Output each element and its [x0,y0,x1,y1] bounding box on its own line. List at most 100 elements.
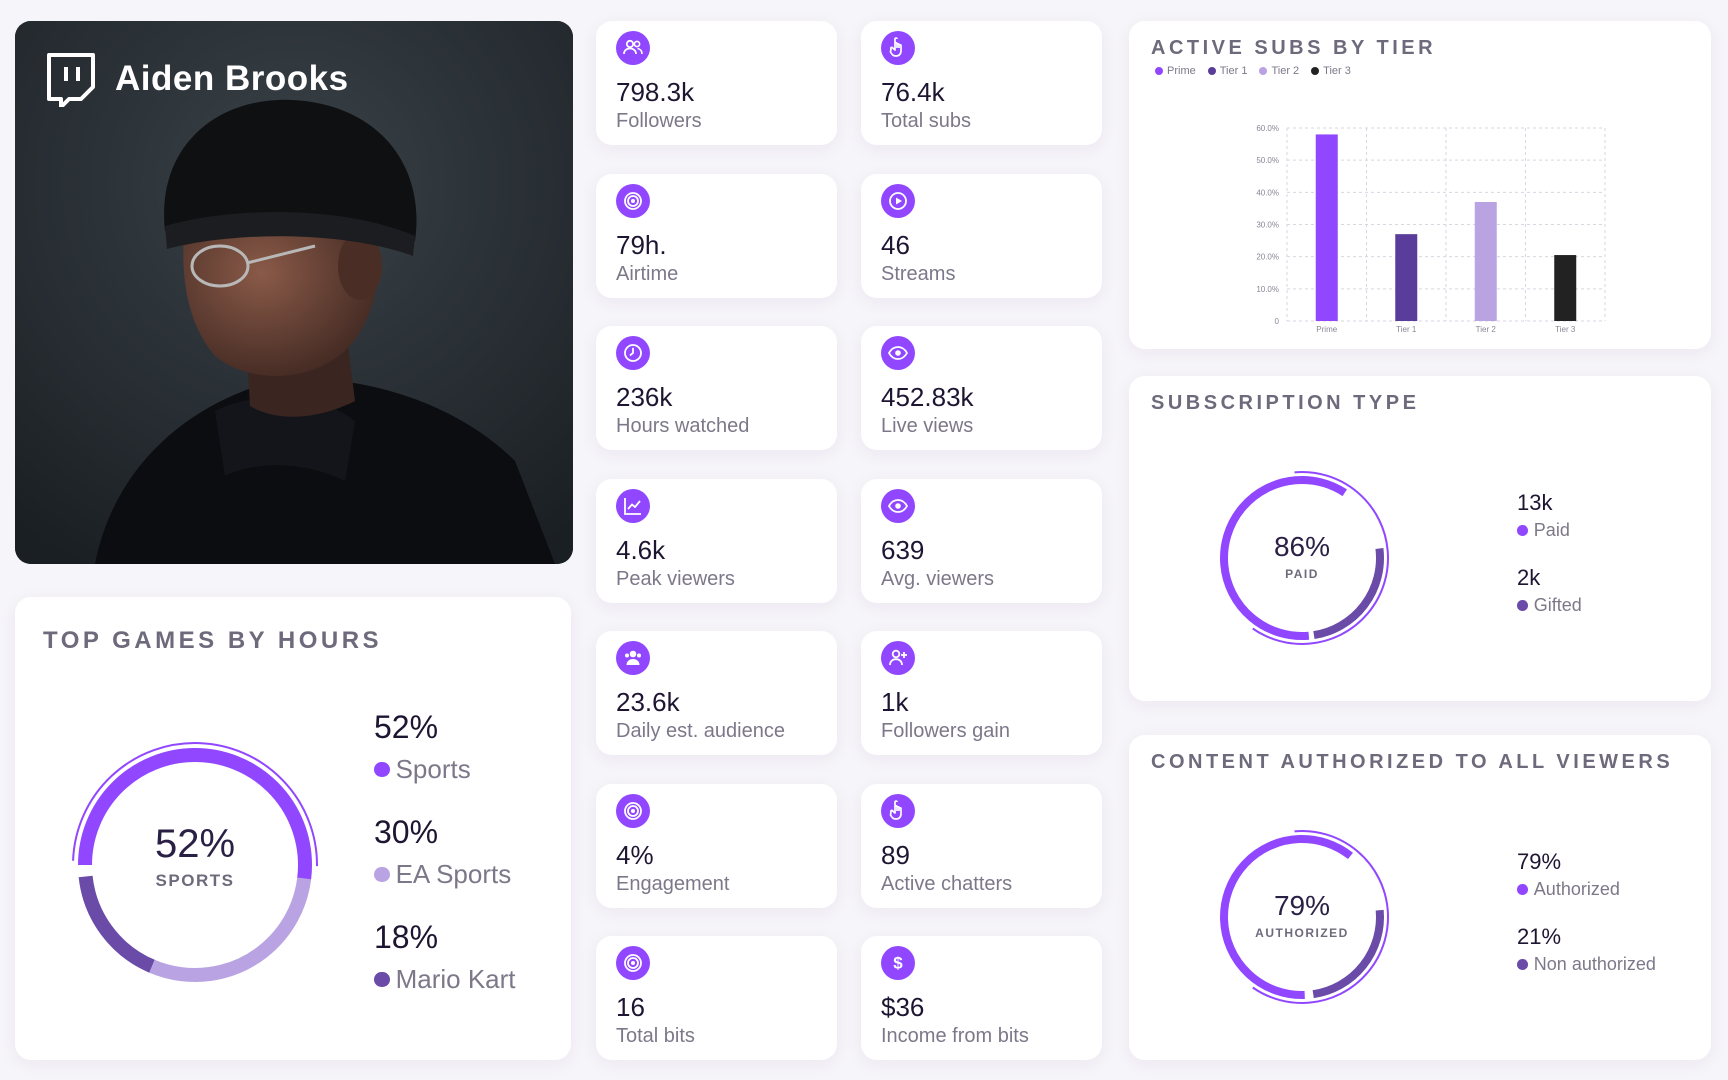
authorized-center-label: AUTHORIZED [1255,926,1349,940]
stat-label: Hours watched [616,415,750,437]
legend-dot [374,866,390,883]
donut-segment-paid [1220,476,1384,640]
legend-dot [1207,67,1216,75]
stat-label: Followers gain [881,720,1010,742]
stat-label: Total subs [881,110,972,132]
stat-value: 46 [881,229,910,260]
bar [1474,201,1497,321]
stat-value: 1k [881,687,909,717]
content-authorized-card: CONTENT AUTHORIZED TO ALL VIEWERS 79% AU… [1129,735,1711,1060]
stat-card: 1k Followers gain [861,631,1102,755]
target-icon [616,183,650,218]
donut-segment-gifted [1220,476,1384,640]
legend-dot [1517,884,1528,895]
legend-label: Non authorized [1533,954,1656,974]
subs-by-tier-chart: 0 10.0% 20.0% 30.0% 40.0% 50.0% 60.0% Prime Tier… [1256,124,1606,334]
legend-label: Tier 3 [1323,65,1351,77]
x-tick-label: Tier 3 [1555,325,1576,334]
tier-legend-item: Tier 2 [1259,65,1299,77]
stat-label: Airtime [616,262,679,285]
stat-card: 89 Active chatters [861,783,1102,908]
bar [1554,255,1577,321]
stat-value: 23.6k [616,687,680,717]
legend-label: Prime [1167,65,1196,77]
legend-item: 13k Paid [1517,490,1570,541]
stat-card: 798.3k Followers [596,21,837,145]
donut-segment-non-authorized [1220,835,1384,999]
stat-value: 76.4k [881,77,945,107]
tier-legend-item: Prime [1155,65,1196,77]
y-tick-label: 60.0% [1256,124,1279,133]
stat-value: 798.3k [616,77,695,107]
x-tick-label: Tier 1 [1396,325,1417,334]
audience-icon [616,641,650,675]
legend-item: 79% Authorized [1517,849,1620,900]
y-tick-label: 30.0% [1256,221,1279,230]
target-icon [616,946,650,980]
tier-legend-item: Tier 1 [1207,65,1247,77]
stat-card: 452.83k Live views [861,326,1102,450]
subs-by-tier-title: ACTIVE SUBS BY TIER [1151,37,1437,59]
stat-label: Streams [881,262,956,285]
x-tick-label: Prime [1316,325,1337,334]
dollar-icon: $ [881,946,915,980]
profile-card: Aiden Brooks [15,21,573,564]
subscription-type-card: SUBSCRIPTION TYPE 86% PAID 13k Paid 2k G… [1129,376,1711,701]
stat-card: 23.6k Daily est. audience [596,631,837,755]
play-circle-icon [881,183,915,218]
legend-dot [1259,67,1268,75]
stat-card: 4% Engagement [596,783,837,908]
stat-card: 236k Hours watched [596,326,837,450]
stat-card: 639 Avg. viewers [861,478,1102,603]
y-tick-label: 50.0% [1256,156,1279,165]
legend-value: 30% [374,814,439,850]
stat-label: Active chatters [881,872,1013,895]
legend-item: 2k Gifted [1517,565,1582,616]
stat-card: 16 Total bits [596,936,837,1060]
stat-label: Avg. viewers [881,567,995,590]
stat-value: $36 [881,992,925,1022]
stat-value: 4.6k [616,534,666,565]
tier-legend-item: Tier 3 [1311,65,1351,77]
twitch-logo-icon [45,53,97,112]
profile-name: Aiden Brooks [115,59,349,98]
stat-label: Total bits [616,1025,695,1047]
legend-label: Gifted [1533,595,1582,615]
legend-value: 21% [1517,924,1562,949]
legend-dot [1517,959,1528,970]
subs-by-tier-legend: Prime Tier 1 Tier 2 Tier 3 [1155,65,1351,77]
top-games-donut [71,742,318,988]
pointer-hand-icon [881,793,915,828]
stat-value: 639 [881,534,925,565]
stat-value: 452.83k [881,382,974,412]
stat-label: Followers [616,110,702,132]
legend-label: Authorized [1533,879,1620,899]
top-games-center-label: SPORTS [155,871,235,890]
subs-by-tier-card: ACTIVE SUBS BY TIER Prime Tier 1 Tier 2 Tie… [1129,21,1711,349]
eye-icon [881,336,915,370]
svg-text:$: $ [893,954,903,973]
y-tick-label: 40.0% [1256,188,1279,197]
subscription-center-label: PAID [1285,567,1319,581]
bar [1395,234,1418,321]
legend-label: Sports [395,754,471,784]
eye-icon [881,488,915,523]
subscription-type-donut [1215,471,1389,645]
subscription-type-title: SUBSCRIPTION TYPE [1151,392,1420,414]
legend-dot [374,761,390,778]
stat-value: 89 [881,839,910,870]
clock-icon [616,336,650,370]
legend-item: 52% Sports [374,709,471,785]
y-tick-label: 0 [1275,317,1280,326]
stat-label: Income from bits [881,1025,1029,1047]
content-authorized-donut [1215,830,1389,1004]
legend-dot [374,971,390,988]
top-games-title: TOP GAMES BY HOURS [43,627,383,654]
legend-dot [1517,600,1528,611]
legend-dot [1311,67,1320,75]
stat-card: $ $36 Income from bits [861,936,1102,1060]
stat-label: Live views [881,415,974,437]
legend-label: EA Sports [395,859,512,889]
legend-value: 2k [1517,565,1541,590]
top-games-card: TOP GAMES BY HOURS 52% SPORTS 52% Sports… [15,597,571,1060]
